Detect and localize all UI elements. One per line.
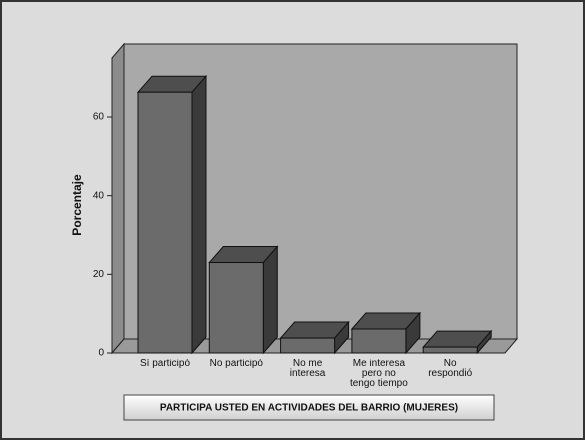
side-wall	[111, 42, 125, 355]
x-label-box: Sí participó	[139, 359, 191, 369]
bar-front	[422, 346, 478, 354]
bar	[422, 329, 493, 355]
bar	[208, 245, 279, 355]
y-tick-label: 60	[93, 112, 105, 123]
plot-area: 0 20 40 60	[93, 42, 519, 359]
y-tick-label: 0	[98, 348, 104, 359]
x-label-box: No participó	[209, 359, 263, 369]
x-label-box: No me interesa	[289, 359, 326, 379]
x-tick-label: Sí participó	[139, 359, 191, 369]
y-tick-label: 40	[93, 190, 105, 201]
title-box	[123, 394, 495, 421]
bar-front	[137, 91, 193, 354]
bar-front	[208, 262, 264, 354]
bar	[279, 320, 350, 355]
x-label-box: Me interesa pero no tengo tiempo	[349, 359, 408, 389]
bar	[136, 74, 208, 355]
y-tick-label: 20	[93, 269, 105, 280]
bar-front	[280, 337, 336, 354]
x-tick-label: No me interesa	[289, 359, 326, 379]
x-tick-label: No participó	[209, 359, 263, 369]
y-axis-label: Porcentaje	[70, 174, 84, 236]
bar-side	[262, 245, 278, 355]
x-tick-label: Me interesa pero no tengo tiempo	[349, 359, 408, 389]
x-tick-label: No respondió	[428, 359, 473, 379]
x-label-box: No respondió	[428, 359, 473, 379]
bar	[350, 311, 422, 355]
chart-title: PARTICIPA USTED EN ACTIVIDADES DEL BARRI…	[160, 403, 458, 414]
bar-side	[191, 74, 207, 355]
bar-front	[351, 328, 407, 354]
